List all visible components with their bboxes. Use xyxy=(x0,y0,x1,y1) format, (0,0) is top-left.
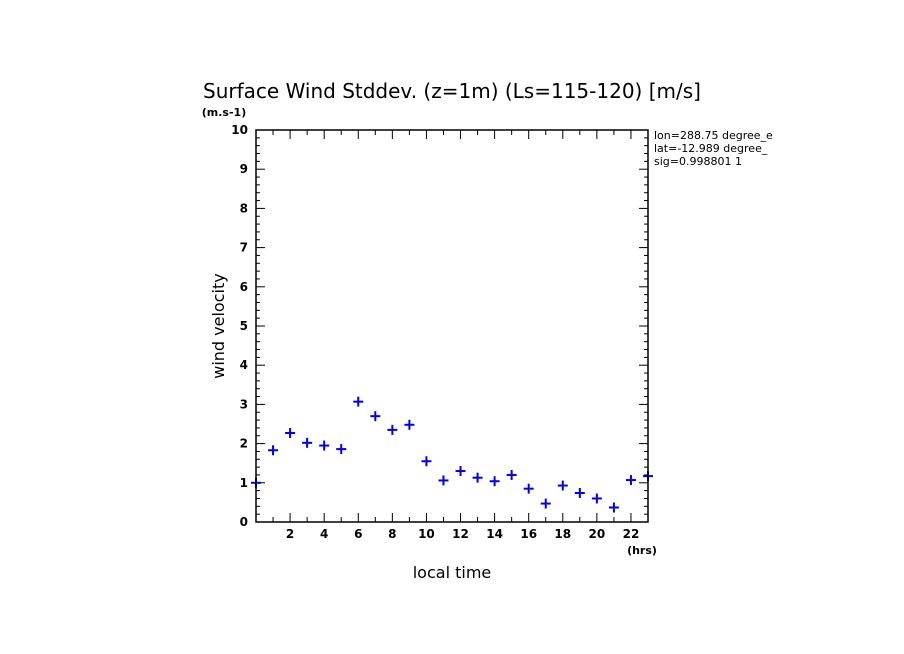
y-tick-label: 9 xyxy=(240,162,248,176)
data-point xyxy=(472,472,483,483)
data-point xyxy=(387,424,398,435)
data-point xyxy=(591,493,602,504)
x-tick-label: 2 xyxy=(286,527,294,541)
y-tick-label: 2 xyxy=(240,437,248,451)
x-tick-label: 10 xyxy=(418,527,435,541)
plot-frame xyxy=(255,129,649,523)
y-unit-label: (m.s-1) xyxy=(202,106,246,119)
data-point xyxy=(574,487,585,498)
x-tick-label: 14 xyxy=(486,527,503,541)
x-unit-label: (hrs) xyxy=(627,544,657,557)
x-tick-label: 8 xyxy=(388,527,396,541)
data-point xyxy=(370,411,381,422)
annotation-sig: sig=0.998801 1 xyxy=(654,155,742,168)
data-point xyxy=(489,476,500,487)
data-point xyxy=(455,466,466,477)
x-tick-label: 6 xyxy=(354,527,362,541)
data-point xyxy=(404,419,415,430)
data-point xyxy=(421,456,432,467)
x-tick-label: 4 xyxy=(320,527,328,541)
x-axis-label: local time xyxy=(413,563,492,582)
annotation-lat: lat=-12.989 degree_ xyxy=(654,142,768,155)
y-tick-label: 5 xyxy=(240,319,248,333)
chart-title: Surface Wind Stddev. (z=1m) (Ls=115-120)… xyxy=(203,79,701,103)
data-point xyxy=(608,502,619,513)
x-tick-label: 18 xyxy=(554,527,571,541)
data-point xyxy=(557,480,568,491)
data-point xyxy=(285,428,296,439)
y-tick-label: 1 xyxy=(240,476,248,490)
y-tick-label: 4 xyxy=(240,358,248,372)
y-tick-label: 10 xyxy=(231,123,248,137)
y-tick-label: 0 xyxy=(240,515,248,529)
data-points xyxy=(251,396,653,513)
data-point xyxy=(540,498,551,509)
x-tick-label: 20 xyxy=(589,527,606,541)
data-point xyxy=(336,444,347,455)
x-tick-label: 22 xyxy=(623,527,640,541)
y-tick-label: 7 xyxy=(240,241,248,255)
data-point xyxy=(438,475,449,486)
y-axis-label: wind velocity xyxy=(209,273,228,378)
data-point xyxy=(268,445,279,456)
x-tick-label: 16 xyxy=(520,527,537,541)
data-point xyxy=(506,469,517,480)
data-point xyxy=(302,437,313,448)
data-point xyxy=(625,475,636,486)
data-point xyxy=(353,396,364,407)
x-tick-label: 12 xyxy=(452,527,469,541)
data-point xyxy=(319,440,330,451)
y-tick-label: 3 xyxy=(240,397,248,411)
y-tick-label: 6 xyxy=(240,280,248,294)
annotation-lon: lon=288.75 degree_e xyxy=(654,129,773,142)
y-tick-label: 8 xyxy=(240,201,248,215)
data-point xyxy=(523,483,534,494)
